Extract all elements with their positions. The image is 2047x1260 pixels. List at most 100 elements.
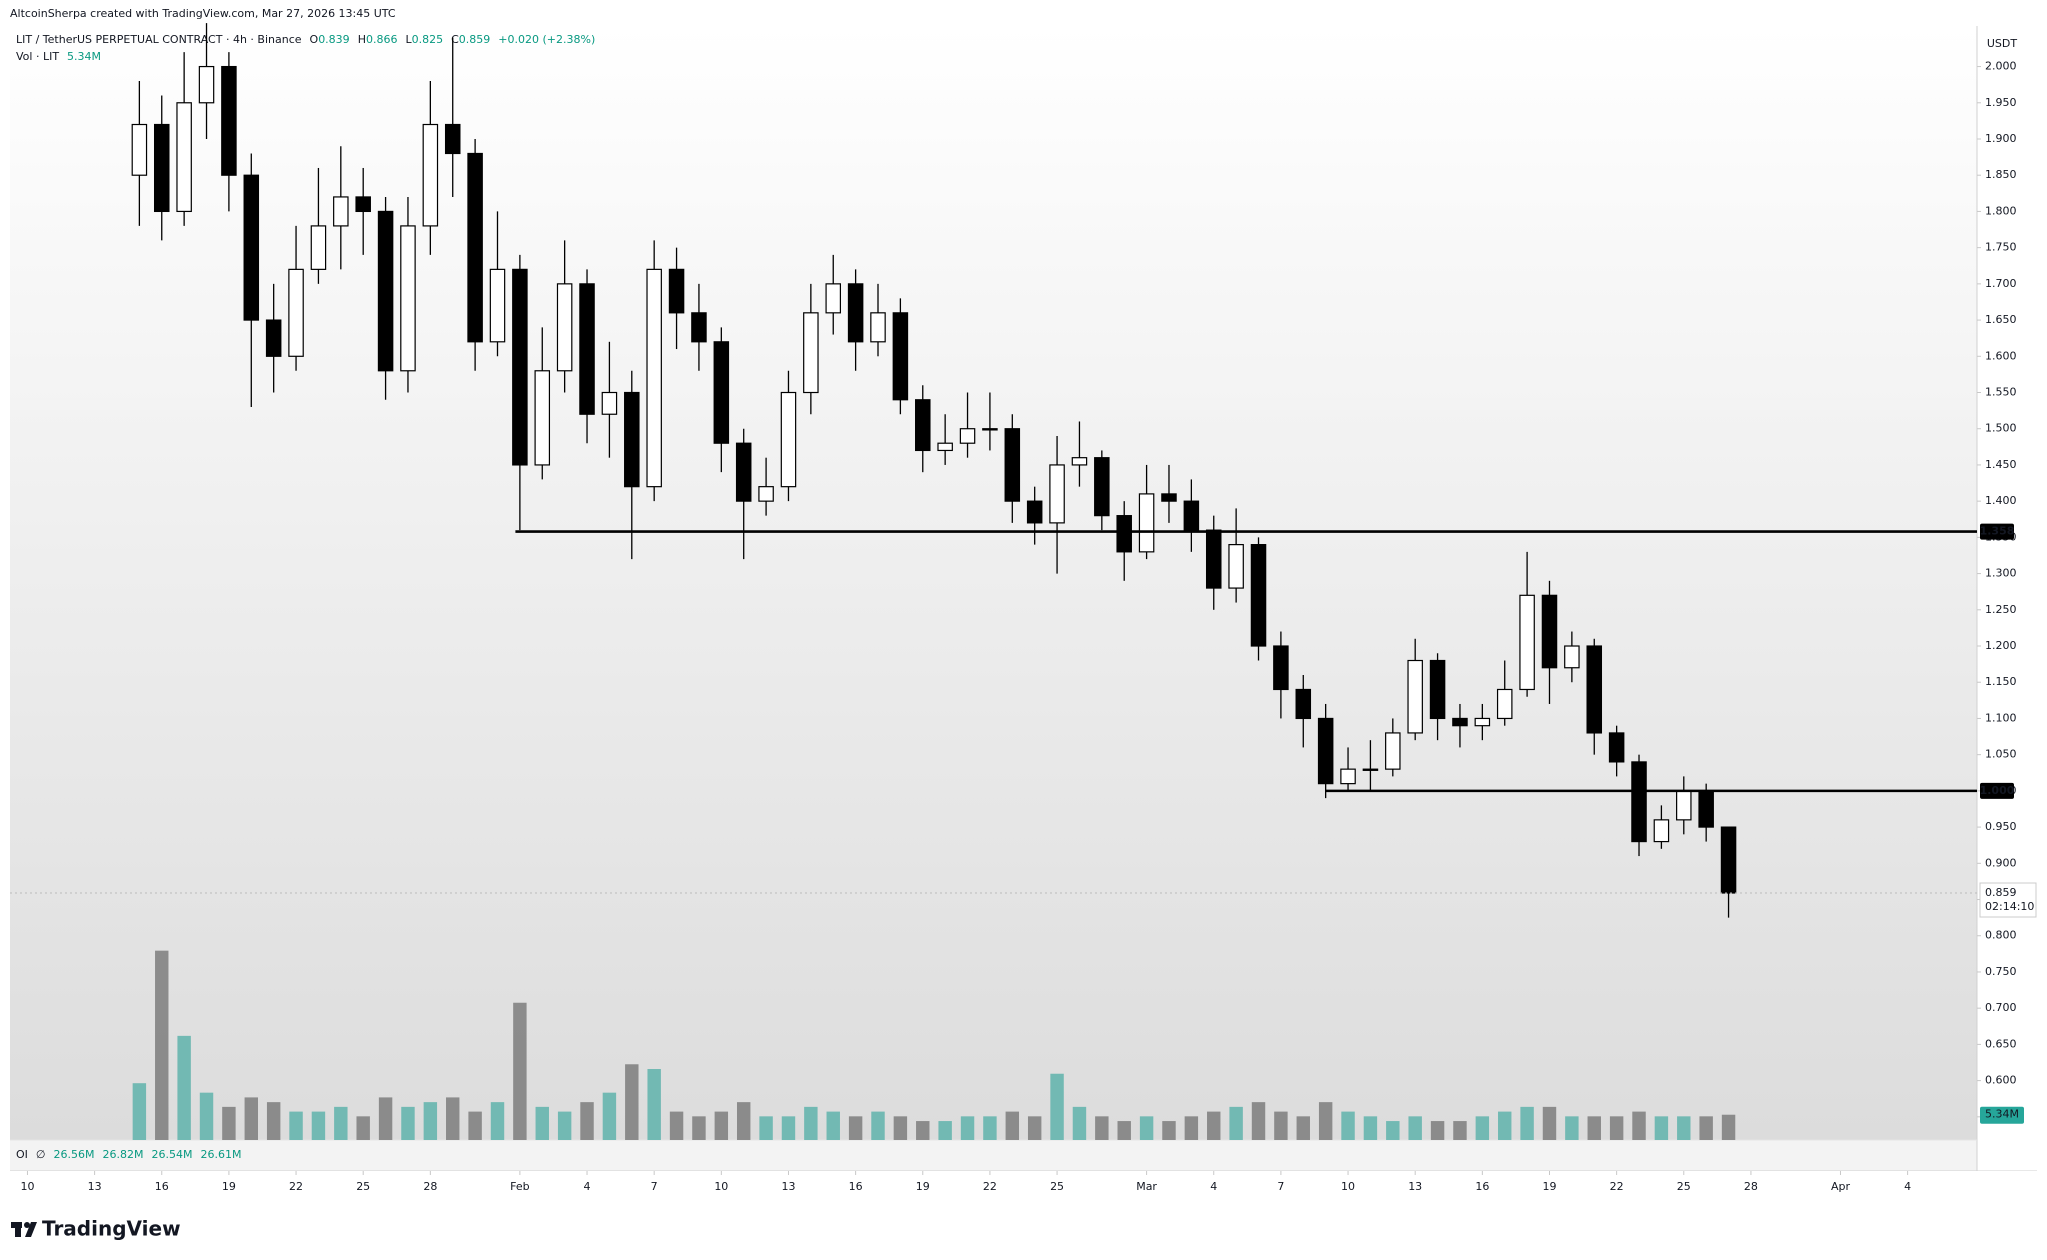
- y-tick-label: 1.100: [1985, 711, 2017, 724]
- candle-body: [713, 341, 730, 444]
- legend-ohlc-key: C: [451, 33, 459, 46]
- volume-bar: [177, 1035, 191, 1140]
- volume-bar: [1162, 1121, 1176, 1140]
- volume-bar: [1565, 1116, 1579, 1140]
- oi-pane: [10, 1140, 1977, 1171]
- volume-bar: [1341, 1111, 1355, 1140]
- candle-body: [1094, 457, 1110, 517]
- candle-body: [937, 442, 953, 452]
- y-tick-label: 0.650: [1985, 1037, 2017, 1050]
- y-tick-label: 0.600: [1985, 1074, 2017, 1087]
- volume-bar: [1005, 1111, 1020, 1140]
- volume-bar: [401, 1106, 415, 1140]
- level-label: 1.358: [1980, 525, 2015, 538]
- candle-body: [1429, 659, 1446, 720]
- volume-bar: [199, 1092, 214, 1140]
- volume-legend: Vol · LIT 5.34M: [16, 50, 101, 63]
- x-tick-label: 4: [1904, 1180, 1911, 1193]
- volume-bar: [647, 1069, 661, 1140]
- volume-bar: [1296, 1116, 1310, 1140]
- y-tick-label: 1.700: [1985, 277, 2017, 290]
- candle-body: [1049, 464, 1065, 524]
- oi-legend-value: 26.54M: [151, 1148, 192, 1161]
- candle-body: [915, 399, 931, 452]
- volume-bar: [1475, 1116, 1490, 1140]
- candle-body: [489, 268, 506, 343]
- volume-bar: [1229, 1106, 1243, 1140]
- candle-body: [512, 268, 528, 466]
- logo-icon: [15, 1222, 21, 1237]
- header: AltcoinSherpa created with TradingView.c…: [10, 7, 396, 20]
- candle-body: [1161, 493, 1177, 502]
- volume-bar: [960, 1116, 975, 1140]
- legend-symbol: LIT / TetherUS PERPETUAL CONTRACT · 4h ·…: [16, 33, 302, 46]
- volume-bar: [1408, 1116, 1422, 1140]
- x-tick-label: 7: [1277, 1180, 1284, 1193]
- y-tick-label: 1.450: [1985, 458, 2017, 471]
- volume-bar: [423, 1102, 438, 1140]
- volume-bar: [871, 1111, 885, 1140]
- candle-body: [668, 268, 685, 314]
- volume-bar: [490, 1102, 505, 1140]
- candle-body: [1250, 544, 1267, 647]
- x-tick-label: Feb: [510, 1180, 529, 1193]
- legend-ohlc-key: L: [405, 33, 412, 46]
- volume-bar: [759, 1116, 773, 1140]
- oi-legend-value: 26.56M: [54, 1148, 95, 1161]
- x-tick-label: 22: [1610, 1180, 1624, 1193]
- y-tick-label: 1.300: [1985, 567, 2017, 580]
- candle-body: [735, 442, 752, 502]
- volume-bar: [1587, 1116, 1601, 1140]
- y-tick-label: 1.200: [1985, 639, 2017, 652]
- candle-body: [601, 391, 618, 415]
- legend-ohlc-value: 0.866: [366, 33, 398, 46]
- y-tick-label: 1.750: [1985, 241, 2017, 254]
- level-label-box: [1980, 782, 2014, 799]
- volume-bar: [1721, 1114, 1736, 1140]
- candle-body: [1631, 761, 1647, 843]
- candle-body: [377, 210, 394, 372]
- volume-bar: [266, 1102, 281, 1140]
- volume-bar: [1520, 1106, 1534, 1140]
- oi-legend: OI ∅ 26.56M 26.82M 26.54M 26.61M: [16, 1148, 241, 1161]
- volume-bar: [669, 1111, 684, 1140]
- volume-bar: [1677, 1116, 1691, 1140]
- logo: TradingView: [11, 1217, 181, 1241]
- volume-bar: [1207, 1111, 1221, 1140]
- volume-bar: [1318, 1102, 1333, 1140]
- legend-ohlc-value: 0.839: [318, 33, 350, 46]
- volume-bar: [1453, 1121, 1467, 1140]
- candle-body: [1362, 768, 1379, 771]
- candle-body: [1519, 594, 1535, 691]
- candle-body: [1720, 826, 1737, 894]
- volume-bar: [311, 1111, 326, 1140]
- volume-bar: [1072, 1106, 1087, 1140]
- candle-body: [556, 283, 573, 372]
- volume-bar: [1251, 1102, 1266, 1140]
- volume-bar: [804, 1106, 818, 1140]
- x-tick-label: Apr: [1831, 1180, 1851, 1193]
- candle-body: [959, 428, 976, 444]
- candle-body: [467, 152, 483, 343]
- candle-body: [982, 428, 998, 431]
- candle-body: [646, 268, 662, 488]
- oi-legend-symbol: ∅: [36, 1148, 46, 1161]
- candle-body: [400, 225, 416, 372]
- legend: LIT / TetherUS PERPETUAL CONTRACT · 4h ·…: [16, 33, 595, 46]
- y-tick-label: 1.500: [1985, 422, 2017, 435]
- y-tick-label: 1.800: [1985, 204, 2017, 217]
- volume-bar: [580, 1102, 594, 1140]
- volume-bar: [289, 1111, 303, 1140]
- volume-bar: [1274, 1111, 1288, 1140]
- candle-body: [1653, 819, 1670, 843]
- volume-bar: [155, 950, 169, 1140]
- oi-legend-label: OI: [16, 1148, 28, 1161]
- y-tick-label: 1.150: [1985, 675, 2017, 688]
- y-tick-label: 0.750: [1985, 965, 2017, 978]
- x-tick-label: 13: [781, 1180, 795, 1193]
- volume-bar: [1632, 1111, 1646, 1140]
- volume-bar: [1654, 1116, 1669, 1140]
- candle-body: [847, 283, 864, 343]
- candle-body: [1452, 717, 1468, 727]
